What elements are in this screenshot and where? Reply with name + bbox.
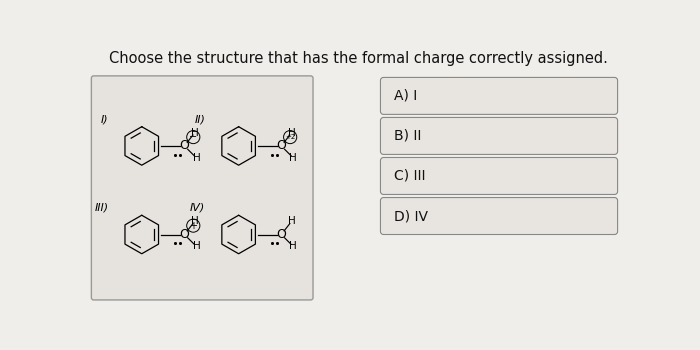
- Text: O: O: [276, 139, 286, 153]
- Text: A) I: A) I: [394, 89, 418, 103]
- Text: II): II): [195, 114, 205, 124]
- FancyBboxPatch shape: [381, 118, 617, 154]
- Text: III): III): [94, 203, 108, 213]
- Text: O: O: [179, 139, 189, 153]
- Text: B) II: B) II: [394, 129, 422, 143]
- Text: H: H: [191, 216, 199, 226]
- Text: H: H: [193, 241, 200, 252]
- Text: C) III: C) III: [394, 169, 426, 183]
- Text: H: H: [289, 241, 298, 252]
- Text: O: O: [276, 228, 286, 241]
- Text: H: H: [289, 153, 298, 163]
- FancyBboxPatch shape: [92, 76, 313, 300]
- Text: H: H: [193, 153, 200, 163]
- Text: D) IV: D) IV: [394, 209, 428, 223]
- FancyBboxPatch shape: [381, 77, 617, 114]
- Text: O: O: [179, 228, 189, 241]
- Text: +: +: [189, 220, 197, 231]
- Text: −: −: [189, 132, 197, 142]
- Text: +2: +2: [285, 134, 295, 140]
- FancyBboxPatch shape: [381, 197, 617, 234]
- Text: H: H: [288, 216, 295, 226]
- FancyBboxPatch shape: [381, 158, 617, 195]
- Text: Choose the structure that has the formal charge correctly assigned.: Choose the structure that has the formal…: [109, 51, 608, 66]
- Text: H: H: [288, 128, 295, 138]
- Text: IV): IV): [190, 203, 205, 213]
- Text: H: H: [191, 128, 199, 138]
- Text: I): I): [101, 114, 108, 124]
